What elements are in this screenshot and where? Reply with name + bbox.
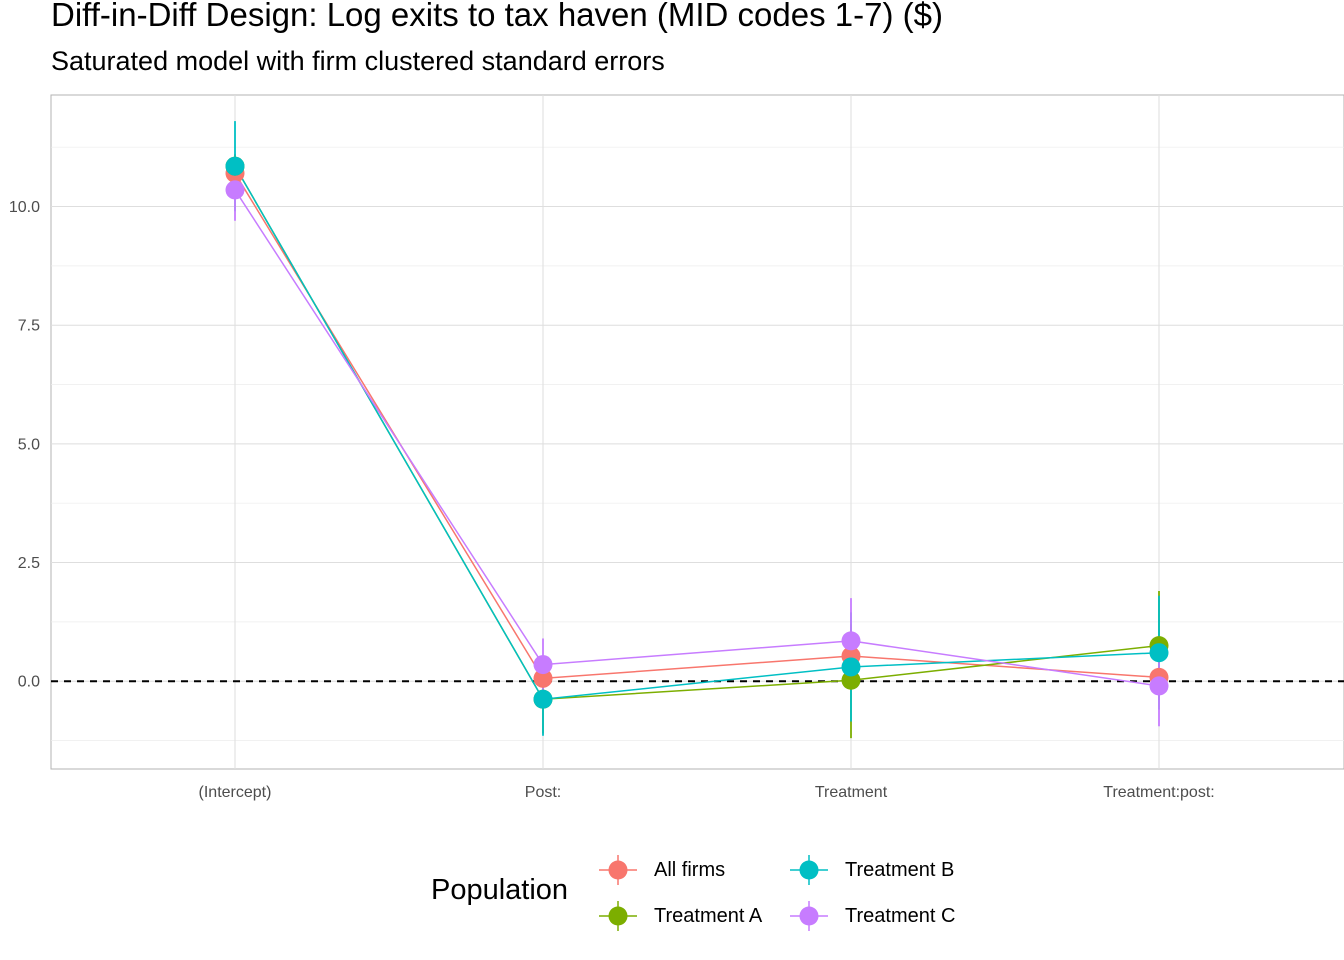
- x-tick-label: Treatment: [815, 784, 888, 801]
- data-point: [225, 156, 245, 176]
- series-line: [234, 165, 1160, 701]
- legend-key-point: [608, 860, 628, 880]
- x-tick-label: (Intercept): [199, 784, 272, 801]
- legend-item-treatment-c: Treatment C: [790, 901, 955, 931]
- legend-label: All firms: [654, 858, 726, 881]
- data-point: [841, 657, 861, 677]
- chart-title: Diff-in-Diff Design: Log exits to tax ha…: [51, 0, 943, 33]
- x-tick-label: Treatment:post:: [1103, 784, 1214, 801]
- legend-key-point: [799, 860, 819, 880]
- y-tick-label: 0.0: [18, 674, 40, 691]
- panel-border: [50, 94, 1344, 770]
- legend-item-all-firms: All firms: [599, 855, 725, 885]
- y-tick-label: 5.0: [18, 436, 40, 453]
- data-point: [533, 689, 553, 709]
- legend-key-all-firms: [599, 855, 637, 885]
- series-line: [234, 172, 1160, 680]
- data-point: [225, 180, 245, 200]
- legend-key-point: [799, 906, 819, 926]
- legend-label: Treatment A: [654, 904, 763, 927]
- data-point: [841, 670, 861, 690]
- legend-label: Treatment B: [845, 858, 955, 881]
- data-point: [533, 655, 553, 675]
- data-point: [533, 668, 553, 688]
- chart-subtitle: Saturated model with firm clustered stan…: [51, 46, 665, 76]
- legend-key-treatment-b: [790, 855, 828, 885]
- y-tick-label: 7.5: [18, 318, 40, 335]
- legend-label: Treatment C: [845, 904, 956, 927]
- y-tick-label: 10.0: [9, 199, 40, 216]
- legend-key-treatment-a: [599, 901, 637, 931]
- data-point: [841, 631, 861, 651]
- series-line: [234, 189, 1160, 687]
- legend-title: Population: [431, 874, 569, 906]
- x-tick-label: Post:: [525, 784, 561, 801]
- legend-key-treatment-c: [790, 901, 828, 931]
- legend-key-point: [608, 906, 628, 926]
- data-point: [1149, 676, 1169, 696]
- data-point: [1149, 643, 1169, 663]
- legend-item-treatment-a: Treatment A: [599, 901, 762, 931]
- y-tick-label: 2.5: [18, 555, 40, 572]
- legend-item-treatment-b: Treatment B: [790, 855, 954, 885]
- series-line: [234, 165, 1160, 701]
